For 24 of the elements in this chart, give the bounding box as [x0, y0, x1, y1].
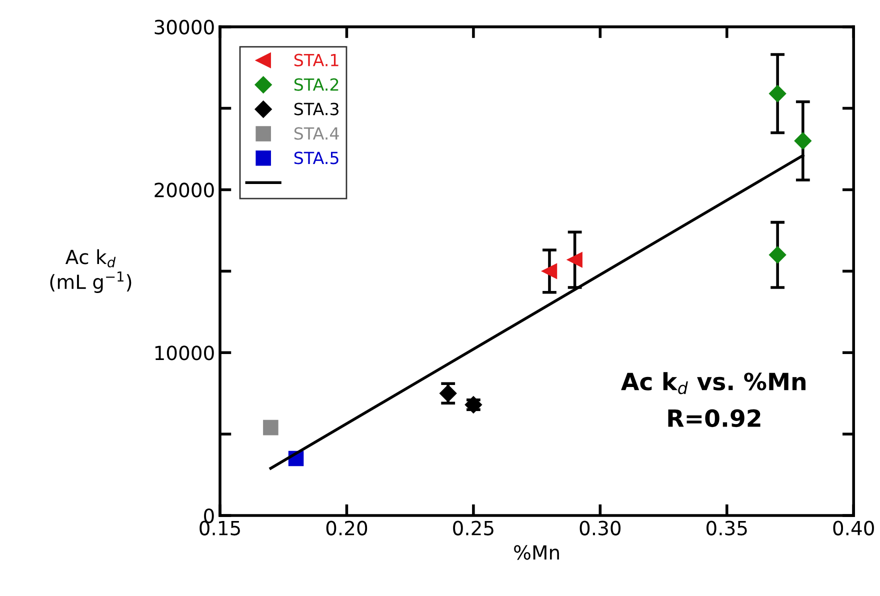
x-tick-label: 0.40 — [833, 520, 874, 536]
legend-label: STA.1 — [294, 54, 338, 66]
x-tick-label: 0.20 — [326, 520, 368, 536]
point — [794, 132, 812, 150]
x-axis-title: %Mn — [514, 545, 559, 560]
point — [542, 264, 558, 279]
x-tick-label: 0.30 — [580, 520, 621, 536]
y-tick-label: 10000 — [155, 346, 214, 360]
annotation: R=0.92 — [668, 409, 760, 428]
legend-label: STA.4 — [294, 127, 339, 140]
point — [567, 252, 582, 268]
annotation: Ac k$_{d}$ vs. %Mn — [621, 372, 806, 394]
legend-label: STA.3 — [294, 102, 338, 116]
y-axis-title: Ac k$_{d}$ (mL g$^{−1}$) — [50, 249, 132, 293]
x-tick-label: 0.35 — [706, 520, 747, 536]
point — [440, 384, 457, 402]
point — [769, 246, 786, 264]
legend-label: STA.2 — [294, 78, 338, 91]
y-tick-label: 20000 — [154, 182, 214, 198]
legend-label: STA.5 — [294, 152, 338, 164]
point — [769, 85, 786, 102]
y-tick-label: 30000 — [154, 20, 214, 34]
x-tick-label: 0.25 — [453, 520, 494, 536]
point — [263, 420, 278, 436]
